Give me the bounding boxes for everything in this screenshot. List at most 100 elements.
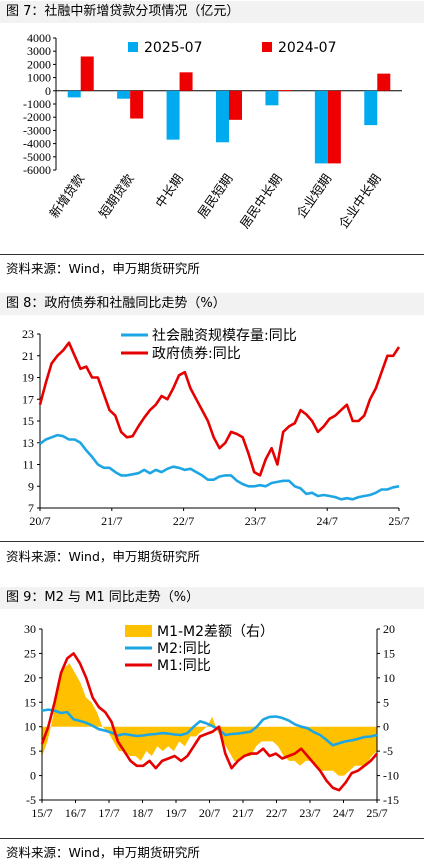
category-label: 居民中长期 — [237, 171, 285, 231]
legend-label: 社会融资规模存量:同比 — [152, 328, 297, 344]
y-tick-label-right: -10 — [383, 769, 399, 783]
y-tick-label: 7 — [28, 501, 34, 515]
y-tick-label: 13 — [22, 436, 34, 450]
x-tick-label: 18/7 — [132, 806, 153, 820]
category-label: 企业短期 — [293, 171, 334, 221]
y-tick-label: -5000 — [23, 150, 51, 164]
y-tick-label: 0 — [45, 84, 51, 98]
x-tick-label: 20/7 — [199, 806, 220, 820]
bar-2025-07 — [216, 90, 229, 143]
category-label: 中长期 — [152, 171, 186, 210]
divider — [0, 541, 424, 542]
y-tick-label-left: 5 — [30, 744, 36, 758]
x-tick-label: 15/7 — [31, 806, 52, 820]
figure-9-source: 资料来源：Wind，申万期货研究所 — [6, 845, 200, 860]
y-tick-label-left: 30 — [24, 622, 36, 636]
x-tick-label: 22/7 — [173, 514, 194, 528]
y-tick-label: 15 — [22, 414, 34, 428]
x-tick-label: 23/7 — [299, 806, 320, 820]
y-tick-label-right: -15 — [383, 793, 399, 807]
x-tick-label: 25/7 — [366, 806, 387, 820]
series-line-M2:同比 — [41, 708, 378, 747]
bar-2024-07 — [327, 90, 341, 164]
y-tick-label-right: 20 — [383, 622, 395, 636]
series-area-M1-M2差额（右） — [42, 663, 377, 776]
legend-label: 2024-07 — [278, 40, 337, 56]
legend-label: 2025-07 — [144, 40, 203, 56]
bar-2025-07 — [265, 90, 279, 106]
y-tick-label: 2000 — [27, 57, 51, 71]
legend-swatch — [128, 42, 138, 52]
series-line-社会融资规模存量:同比 — [39, 433, 400, 501]
y-tick-label: -2000 — [23, 110, 51, 124]
series-line-政府债券:同比 — [38, 341, 401, 477]
y-tick-label-left: 15 — [24, 695, 36, 709]
y-tick-label: 11 — [22, 458, 34, 472]
y-tick-label-left: 25 — [24, 646, 36, 660]
y-tick-label-left: 10 — [24, 720, 36, 734]
bar-2024-07 — [278, 90, 292, 92]
figure-8-title: 图 8：政府债券和社融同比走势（%） — [0, 293, 424, 315]
bar-2024-07 — [377, 73, 391, 91]
x-tick-label: 24/7 — [333, 806, 354, 820]
y-tick-label: 19 — [22, 371, 34, 385]
series-line-M1:同比 — [40, 652, 378, 792]
y-tick-label: 4000 — [27, 31, 51, 45]
bar-chart-loan-components: 40003000200010000-1000-2000-3000-4000-50… — [23, 31, 402, 231]
x-tick-label: 21/7 — [232, 806, 253, 820]
category-label: 企业中长期 — [336, 171, 384, 231]
y-tick-label-left: 20 — [24, 671, 36, 685]
divider — [0, 254, 424, 255]
line-chart-m1-m2: 30 25 20 15 10 5 0 -5 20 15 10 5 0 -5 -10 -15 15/7 16/7 17… — [24, 622, 399, 820]
legend-swatch — [262, 42, 272, 52]
category-label: 短期贷款 — [96, 171, 137, 221]
bar-2025-07 — [166, 90, 180, 140]
x-tick-label: 25/7 — [388, 514, 409, 528]
y-tick-label: 3000 — [27, 44, 51, 58]
category-label: 新增贷款 — [46, 171, 87, 221]
y-tick-label: -1000 — [23, 97, 51, 111]
legend-label: M2:同比 — [157, 641, 211, 657]
line-chart-gov-bonds-vs-tsf: 23 21 19 17 15 13 11 9 720/7 21/7 22/7 23/7 24/7 25/7… — [22, 327, 410, 528]
y-tick-label: 17 — [22, 392, 34, 406]
y-tick-label-left: -5 — [26, 793, 36, 807]
divider — [0, 838, 424, 839]
y-tick-label-left: 0 — [30, 769, 36, 783]
bar-2024-07 — [80, 56, 94, 91]
bar-2025-07 — [364, 90, 378, 126]
x-tick-label: 19/7 — [165, 806, 186, 820]
figure-8-source: 资料来源：Wind，申万期货研究所 — [6, 549, 200, 564]
y-tick-label: 1000 — [27, 71, 51, 85]
y-tick-label-right: 5 — [383, 695, 389, 709]
y-tick-label-right: -5 — [383, 744, 393, 758]
bar-2025-07 — [67, 90, 81, 98]
y-tick-label: 9 — [28, 479, 34, 493]
bar-2025-07 — [117, 90, 131, 99]
x-tick-label: 21/7 — [101, 514, 122, 528]
bar-2024-07 — [229, 90, 242, 120]
y-tick-label-right: 10 — [383, 671, 395, 685]
figure-7-source: 资料来源：Wind，申万期货研究所 — [6, 261, 200, 276]
x-tick-label: 20/7 — [29, 514, 50, 528]
y-tick-label: 21 — [22, 349, 34, 363]
x-tick-label: 23/7 — [245, 514, 266, 528]
figure-9-title: 图 9：M2 与 M1 同比走势（%） — [0, 587, 424, 609]
bar-2025-07 — [314, 90, 328, 164]
bar-2024-07 — [179, 72, 193, 91]
x-tick-label: 16/7 — [65, 806, 86, 820]
y-tick-label-right: 15 — [383, 646, 395, 660]
bar-2024-07 — [130, 90, 144, 119]
figure-7-title: 图 7：社融中新增贷款分项情况（亿元） — [0, 1, 424, 23]
x-tick-label: 17/7 — [98, 806, 119, 820]
y-tick-label: -4000 — [23, 137, 51, 151]
category-label: 居民短期 — [194, 171, 235, 221]
legend-label: 政府债券:同比 — [152, 346, 241, 362]
x-tick-label: 22/7 — [266, 806, 287, 820]
y-tick-label: 23 — [22, 327, 34, 341]
legend-label: M1:同比 — [157, 658, 211, 674]
y-tick-label: -3000 — [23, 123, 51, 137]
y-tick-label: -6000 — [23, 163, 51, 177]
legend-label: M1-M2差额（右） — [157, 624, 274, 640]
legend-swatch — [125, 625, 152, 637]
y-tick-label-right: 0 — [383, 720, 389, 734]
